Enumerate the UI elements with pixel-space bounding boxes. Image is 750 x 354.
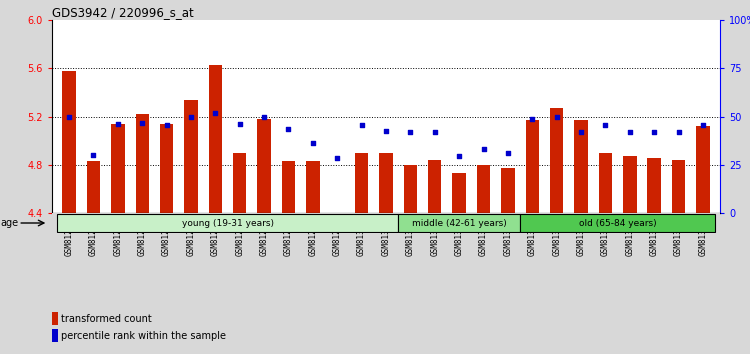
Bar [526,120,539,213]
Text: GSM812990: GSM812990 [113,215,122,256]
Bar [111,124,125,213]
Bar [574,120,588,213]
Text: old (65-84 years): old (65-84 years) [579,218,656,228]
Text: young (19-31 years): young (19-31 years) [182,218,274,228]
Text: GSM812992: GSM812992 [162,215,171,256]
Text: GSM813011: GSM813011 [626,215,634,256]
Text: GSM813008: GSM813008 [552,215,561,256]
Point [673,129,685,135]
Point [63,114,75,119]
Point [502,150,514,155]
Bar [380,153,393,213]
Point [307,140,319,146]
Text: GSM813013: GSM813013 [674,215,683,256]
Point [209,110,221,116]
Point [356,122,368,128]
Point [332,155,344,160]
Text: GSM813014: GSM813014 [698,215,707,256]
Text: GSM813012: GSM813012 [650,215,658,256]
Text: GSM813010: GSM813010 [601,215,610,256]
Bar [647,158,661,213]
Text: GSM813001: GSM813001 [382,215,391,256]
Point [697,122,709,128]
Text: GSM812993: GSM812993 [187,215,196,256]
Bar [52,312,58,325]
Text: transformed count: transformed count [62,314,152,324]
Text: GSM813007: GSM813007 [528,215,537,256]
Point [258,114,270,119]
Point [624,129,636,135]
Text: GSM812995: GSM812995 [236,215,244,256]
Text: GSM813000: GSM813000 [357,215,366,256]
Point [478,146,490,152]
Bar [160,124,173,213]
Text: GSM813006: GSM813006 [503,215,512,256]
Bar [452,173,466,213]
Bar [87,161,100,213]
Point [550,114,562,119]
Point [648,129,660,135]
Text: age: age [0,218,18,228]
Point [599,122,611,128]
Point [404,129,416,135]
Bar [428,160,442,213]
Text: GSM812997: GSM812997 [284,215,293,256]
Bar [623,156,637,213]
Bar [257,119,271,213]
Text: middle (42-61 years): middle (42-61 years) [412,218,506,228]
Bar [306,161,320,213]
Text: GSM813009: GSM813009 [577,215,586,256]
Text: GSM812994: GSM812994 [211,215,220,256]
Bar [598,153,612,213]
Point [429,129,441,135]
Point [185,114,197,119]
Text: GSM812999: GSM812999 [333,215,342,256]
Text: GSM812998: GSM812998 [308,215,317,256]
Text: GSM812996: GSM812996 [260,215,268,256]
Text: GSM812988: GSM812988 [64,215,74,256]
Point [234,121,246,127]
Text: GSM813002: GSM813002 [406,215,415,256]
Text: GSM813004: GSM813004 [454,215,464,256]
Bar [209,65,222,213]
Bar [355,153,368,213]
Bar [57,214,398,232]
Point [88,152,100,158]
Bar [52,329,58,342]
Text: GSM813003: GSM813003 [430,215,439,256]
Point [112,121,124,127]
Bar [62,71,76,213]
Point [136,120,148,125]
Bar [184,99,198,213]
Bar [282,161,296,213]
Point [526,116,538,122]
Bar [233,153,247,213]
Text: percentile rank within the sample: percentile rank within the sample [62,331,226,341]
Bar [477,165,490,213]
Bar [696,126,709,213]
Bar [520,214,715,232]
Bar [672,160,686,213]
Text: GSM812991: GSM812991 [138,215,147,256]
Bar [136,114,149,213]
Bar [501,169,515,213]
Text: GSM813005: GSM813005 [479,215,488,256]
Bar [398,214,520,232]
Bar [404,165,417,213]
Point [453,154,465,159]
Text: GSM812989: GSM812989 [89,215,98,256]
Point [283,126,295,131]
Point [380,128,392,134]
Bar [550,108,563,213]
Point [160,122,172,128]
Text: GDS3942 / 220996_s_at: GDS3942 / 220996_s_at [52,6,194,19]
Point [575,129,587,135]
